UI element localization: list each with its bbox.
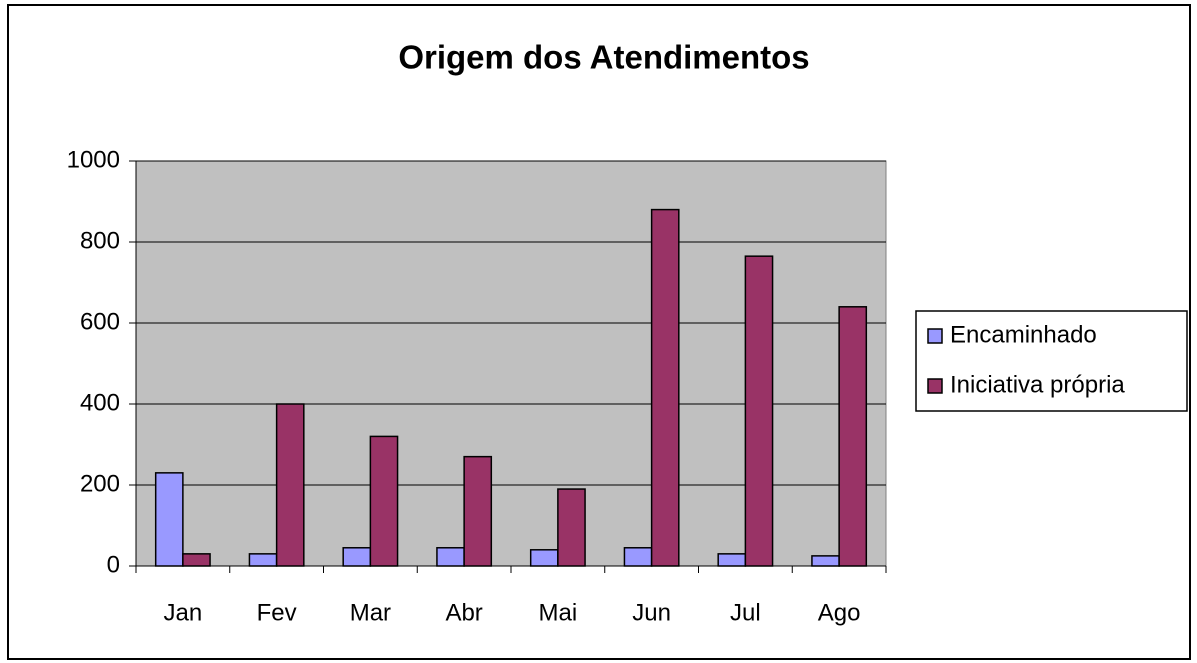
y-tick-label: 200 [80, 470, 120, 497]
bar [744, 255, 774, 567]
legend-box [915, 310, 1188, 412]
x-tick-label: Mar [350, 599, 391, 626]
bar [463, 455, 493, 567]
y-tick-label: 400 [80, 389, 120, 416]
legend-label: Iniciativa própria [950, 371, 1125, 398]
bar [838, 306, 868, 567]
bar [154, 472, 184, 567]
y-tick-label: 600 [80, 308, 120, 335]
x-tick-label: Jun [632, 599, 671, 626]
bar [650, 208, 680, 567]
x-tick-label: Ago [818, 599, 861, 626]
legend-swatch [927, 328, 943, 344]
y-tick-label: 0 [107, 551, 120, 578]
bar [529, 549, 559, 567]
bar [811, 555, 840, 567]
y-tick-label: 800 [80, 227, 120, 254]
x-tick-label: Mai [539, 599, 578, 626]
bar [557, 488, 586, 567]
x-tick-label: Jul [730, 599, 761, 626]
legend-label: Encaminhado [950, 321, 1097, 348]
plot-area [135, 160, 887, 567]
chart-title: Origem dos Atendimentos [398, 39, 809, 76]
bar [369, 435, 399, 567]
y-tick-label: 1000 [67, 146, 120, 173]
bar [717, 553, 747, 567]
bar [623, 547, 653, 567]
bar [275, 403, 305, 567]
bar [342, 547, 372, 567]
legend-swatch [927, 378, 943, 394]
x-tick-label: Jan [164, 599, 203, 626]
bar [182, 553, 211, 567]
x-tick-label: Fev [257, 599, 297, 626]
bar [248, 553, 278, 567]
x-tick-label: Abr [445, 599, 482, 626]
bar [436, 547, 465, 567]
